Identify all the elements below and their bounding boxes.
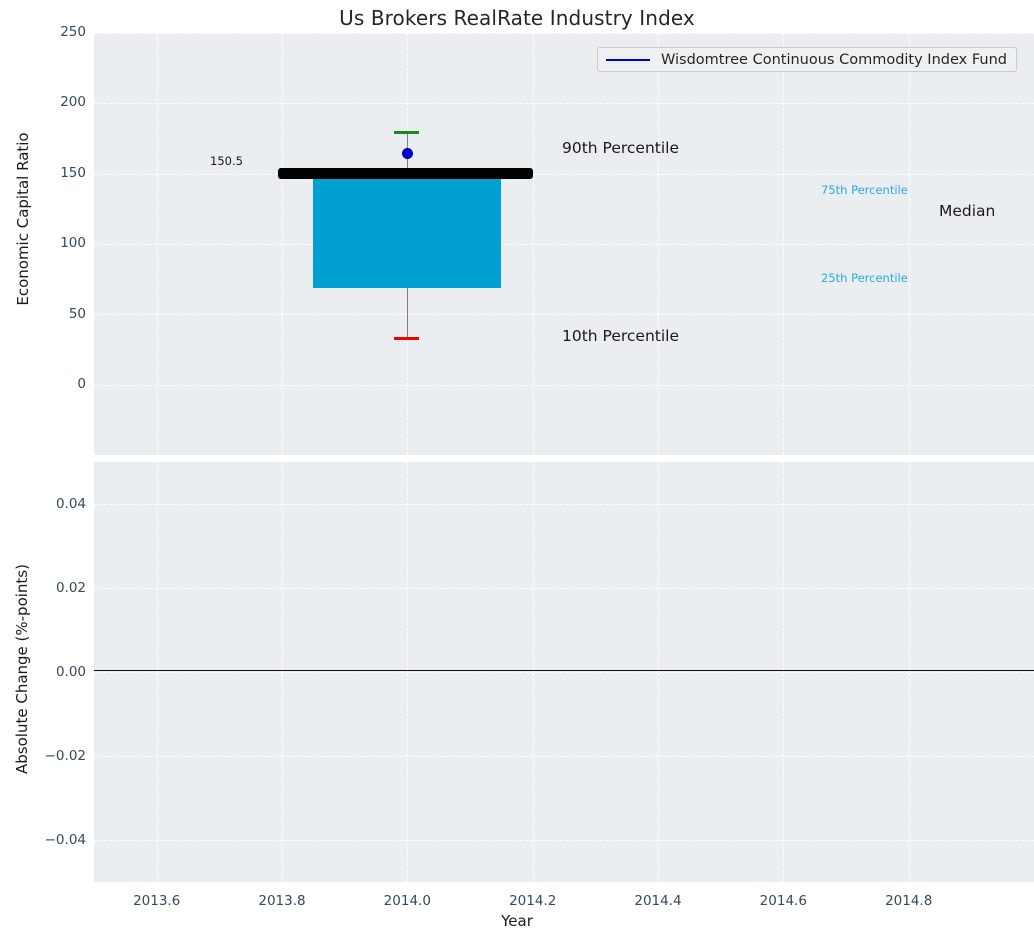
ytick-bottom--0.04: −0.04 — [44, 832, 86, 848]
ytick-top-150: 150 — [60, 165, 86, 181]
gridline-y-150 — [94, 173, 1034, 175]
gridline-y-200 — [94, 103, 1034, 105]
ytick-top-200: 200 — [60, 94, 86, 110]
gridline-x-2013.8 — [282, 462, 283, 882]
whisker-cap-p10 — [394, 337, 420, 341]
y-axis-label-bottom: Absolute Change (%-points) — [13, 564, 31, 774]
ytick-top-250: 250 — [60, 24, 86, 40]
ytick-bottom-0.00: 0.00 — [55, 664, 86, 680]
gridlines-bottom — [94, 462, 1034, 882]
panel-economic-capital-ratio: 90th Percentile 10th Percentile Median 7… — [94, 33, 1034, 455]
gridline-y--0.04 — [94, 840, 1034, 841]
gridline-y-0 — [94, 384, 1034, 386]
median-value-label: 150.5 — [210, 154, 243, 168]
gridline-x-2014.2 — [532, 462, 534, 882]
gridline-y-50 — [94, 314, 1034, 316]
gridline-y-0.02 — [94, 588, 1034, 589]
xtick-2014.6: 2014.6 — [759, 893, 807, 909]
gridline-x-2013.8 — [282, 33, 283, 455]
legend-label: Wisdomtree Continuous Commodity Index Fu… — [661, 51, 1007, 68]
gridline-y-0.00 — [94, 672, 1034, 673]
xtick-2014.2: 2014.2 — [509, 893, 557, 909]
annotation-p10-label: 10th Percentile — [562, 327, 680, 345]
annotation-median-label: Median — [939, 202, 996, 220]
y-axis-label-top: Economic Capital Ratio — [14, 132, 32, 306]
gridline-x-2014.0 — [407, 462, 409, 882]
gridline-x-2014.4 — [658, 33, 659, 455]
ytick-top-0: 0 — [77, 376, 86, 392]
xtick-2014.8: 2014.8 — [885, 893, 933, 909]
gridline-x-2013.6 — [156, 462, 158, 882]
zero-reference-line — [94, 670, 1034, 671]
chart-title: Us Brokers RealRate Industry Index — [339, 6, 695, 30]
xtick-2013.8: 2013.8 — [258, 893, 306, 909]
gridline-y-250 — [94, 33, 1034, 34]
box-interquartile-range — [313, 168, 502, 288]
gridline-x-2014.6 — [783, 462, 785, 882]
gridline-y-100 — [94, 244, 1034, 245]
ytick-top-50: 50 — [68, 306, 86, 322]
gridline-x-2014.8 — [908, 462, 910, 882]
series-marker-dot — [401, 147, 413, 159]
ytick-bottom-0.02: 0.02 — [55, 580, 86, 596]
panel-absolute-change — [94, 462, 1034, 882]
whisker-cap-p90 — [394, 131, 420, 135]
ytick-bottom-0.04: 0.04 — [55, 496, 86, 512]
gridline-x-2013.6 — [156, 33, 158, 455]
annotation-p90-label: 90th Percentile — [562, 139, 680, 157]
gridline-x-2014.4 — [658, 462, 659, 882]
gridline-y--0.02 — [94, 756, 1034, 757]
xtick-2013.6: 2013.6 — [133, 893, 181, 909]
gridline-x-2014.8 — [908, 33, 910, 455]
legend-line-icon — [606, 58, 650, 61]
median-bar — [278, 168, 533, 180]
ytick-bottom--0.02: −0.02 — [44, 748, 86, 764]
xtick-2014.0: 2014.0 — [383, 893, 431, 909]
ytick-top-100: 100 — [60, 235, 86, 251]
annotation-p25-label: 25th Percentile — [821, 271, 908, 285]
x-axis-label: Year — [501, 912, 533, 930]
gridline-y-0.04 — [94, 504, 1034, 505]
annotation-p75-label: 75th Percentile — [821, 183, 908, 197]
xtick-2014.4: 2014.4 — [634, 893, 682, 909]
gridlines-top — [94, 33, 1034, 455]
gridline-x-2014.2 — [532, 33, 534, 455]
legend[interactable]: Wisdomtree Continuous Commodity Index Fu… — [597, 47, 1017, 72]
gridline-x-2014.6 — [783, 33, 785, 455]
